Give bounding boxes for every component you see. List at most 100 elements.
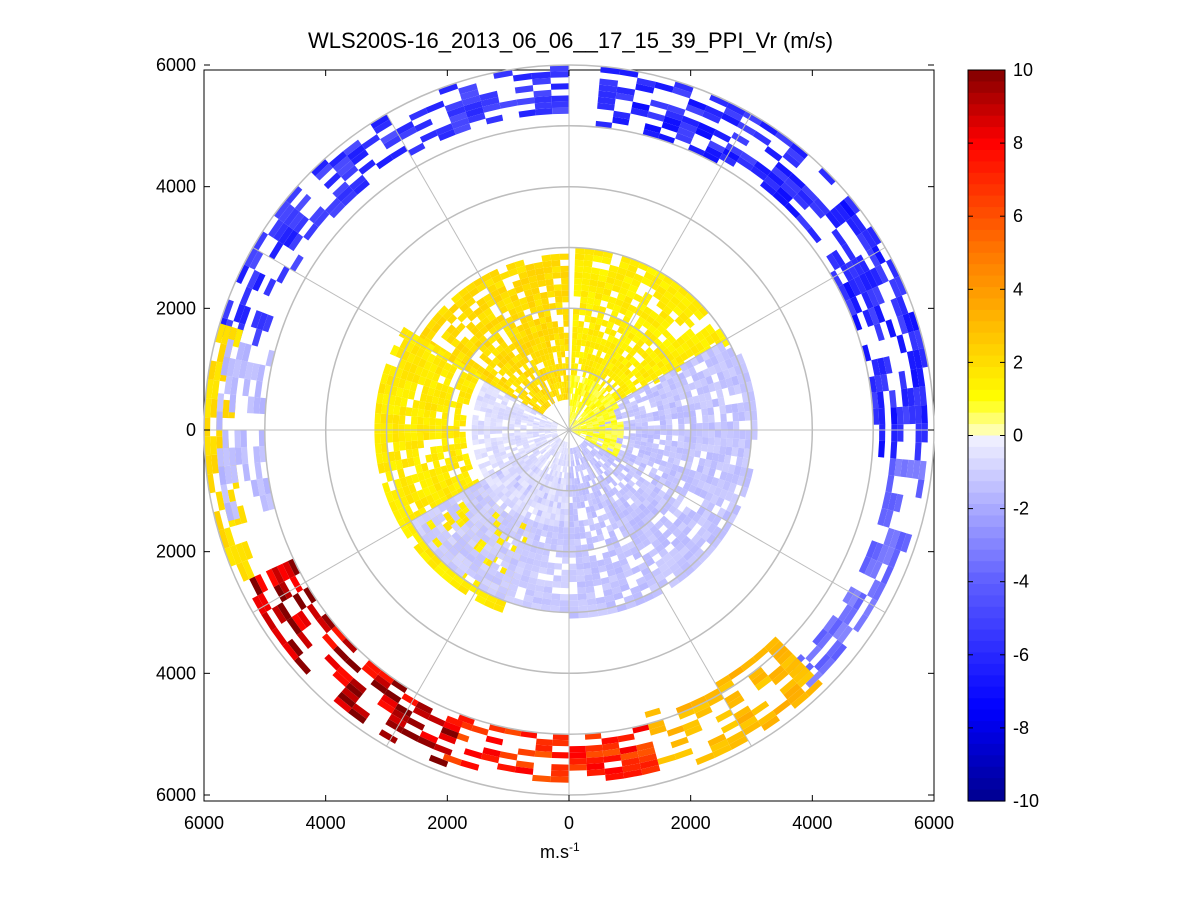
- velocity-cell: [700, 401, 707, 409]
- velocity-cell: [587, 298, 595, 305]
- velocity-cell: [405, 441, 412, 450]
- velocity-cell: [460, 421, 466, 427]
- velocity-cell: [731, 403, 738, 412]
- velocity-cell: [547, 562, 555, 569]
- colorbar-segment: [968, 504, 1005, 516]
- velocity-cell: [630, 423, 636, 427]
- velocity-cell: [564, 339, 569, 345]
- velocity-cell: [564, 527, 569, 533]
- colorbar-segment: [968, 630, 1005, 642]
- velocity-cell: [574, 278, 582, 285]
- velocity-cell: [558, 533, 564, 539]
- velocity-cell: [571, 357, 575, 363]
- velocity-cell: [569, 576, 577, 582]
- velocity-cell: [574, 515, 579, 521]
- velocity-cell: [586, 586, 595, 593]
- velocity-cell: [204, 417, 210, 436]
- velocity-cell: [572, 491, 576, 497]
- velocity-cell: [703, 423, 709, 430]
- velocity-cell: [430, 446, 437, 454]
- velocity-cell: [665, 440, 672, 446]
- velocity-cell: [584, 254, 594, 261]
- velocity-cell: [572, 333, 577, 339]
- colorbar-segment: [968, 321, 1005, 333]
- velocity-cell: [552, 95, 570, 102]
- colorbar-segment: [968, 139, 1005, 151]
- velocity-cell: [891, 407, 898, 424]
- velocity-cell: [564, 521, 569, 527]
- velocity-cell: [569, 600, 578, 606]
- velocity-cell: [660, 430, 666, 435]
- velocity-cell: [676, 447, 683, 454]
- velocity-cell: [565, 357, 569, 363]
- velocity-cell: [583, 328, 589, 335]
- x-tick-label: 4000: [792, 813, 832, 833]
- velocity-cell: [561, 582, 569, 588]
- velocity-cell: [574, 533, 580, 539]
- velocity-cell: [569, 752, 586, 759]
- x-tick-label: 2000: [671, 813, 711, 833]
- velocity-cell: [441, 426, 447, 433]
- colorbar-segment: [968, 447, 1005, 459]
- velocity-cell: [557, 539, 563, 546]
- velocity-cell: [677, 441, 684, 448]
- colorbar-segment: [968, 687, 1005, 699]
- velocity-cell: [636, 426, 642, 430]
- velocity-cell: [405, 407, 412, 416]
- velocity-cell: [460, 437, 467, 443]
- velocity-cell: [552, 102, 569, 109]
- y-tick-label: 4000: [156, 663, 196, 683]
- velocity-cell: [577, 333, 583, 340]
- velocity-cell: [580, 532, 586, 539]
- velocity-cell: [897, 424, 903, 442]
- velocity-cell: [551, 599, 561, 606]
- velocity-cell: [719, 405, 726, 414]
- velocity-cell: [454, 420, 460, 426]
- velocity-cell: [739, 430, 745, 439]
- velocity-cell: [914, 442, 921, 461]
- velocity-cell: [563, 308, 569, 314]
- velocity-cell: [590, 273, 599, 280]
- velocity-cell: [582, 272, 591, 279]
- velocity-cell: [552, 108, 569, 115]
- colorbar-segment: [968, 744, 1005, 756]
- velocity-cell: [417, 433, 424, 441]
- velocity-cell: [733, 430, 739, 439]
- velocity-cell: [654, 435, 660, 440]
- velocity-cell: [558, 327, 564, 334]
- x-tick-label: 4000: [306, 813, 346, 833]
- velocity-cell: [733, 421, 739, 430]
- velocity-cell: [583, 260, 592, 267]
- velocity-cell: [534, 96, 552, 103]
- colorbar-segment: [968, 595, 1005, 607]
- velocity-cell: [574, 284, 582, 291]
- colorbar-segment: [968, 241, 1005, 253]
- velocity-cell: [648, 426, 654, 431]
- velocity-cell: [558, 527, 564, 534]
- velocity-cell: [577, 581, 586, 588]
- velocity-cell: [583, 266, 592, 273]
- colorbar-segment: [968, 367, 1005, 379]
- colorbar-tick-label: -4: [1013, 572, 1029, 592]
- velocity-cell: [585, 580, 594, 587]
- velocity-cell: [423, 425, 429, 433]
- velocity-cell: [580, 297, 588, 304]
- velocity-cell: [569, 527, 574, 533]
- x-tick-label: 6000: [914, 813, 954, 833]
- velocity-cell: [583, 562, 591, 569]
- velocity-cell: [560, 594, 569, 600]
- colorbar-segment: [968, 196, 1005, 208]
- velocity-cell: [542, 592, 551, 599]
- velocity-cell: [424, 410, 431, 418]
- colorbar-segment: [968, 104, 1005, 116]
- velocity-cell: [578, 593, 587, 600]
- velocity-cell: [569, 503, 573, 509]
- velocity-cell: [582, 279, 591, 286]
- colorbar-segment: [968, 778, 1005, 790]
- colorbar-segment: [968, 298, 1005, 310]
- velocity-cell: [720, 438, 727, 447]
- x-axis-label-base: m.s: [540, 842, 569, 862]
- velocity-cell: [560, 509, 565, 515]
- velocity-cell: [573, 315, 579, 321]
